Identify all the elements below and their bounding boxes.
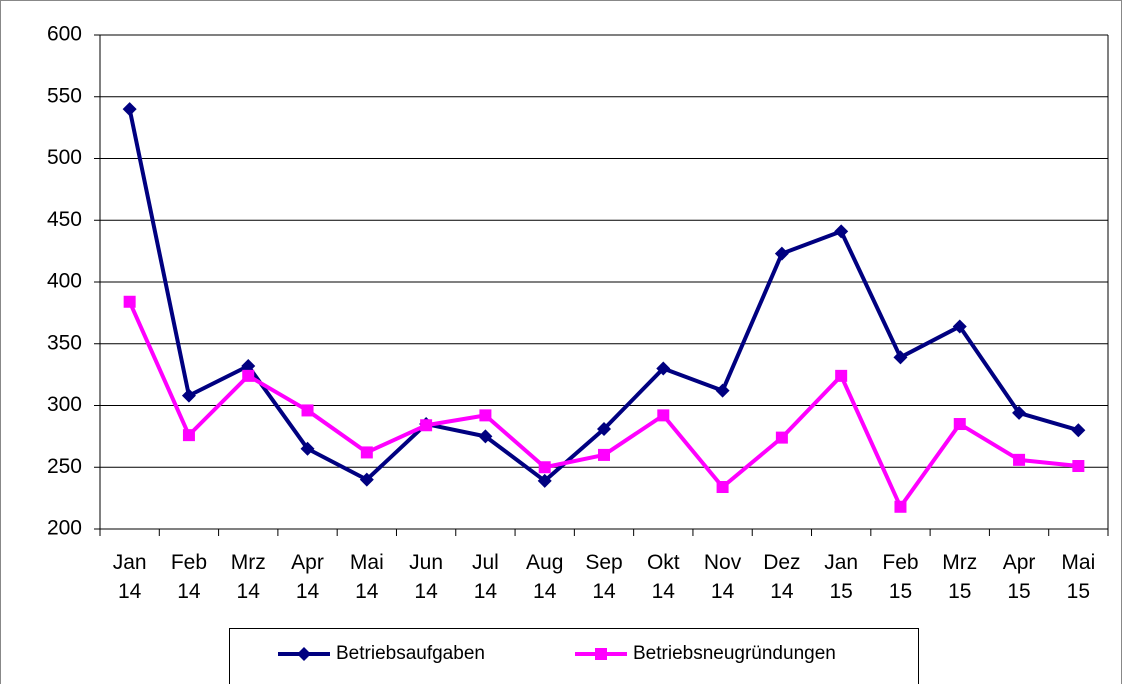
data-point xyxy=(893,350,908,365)
data-point xyxy=(478,429,493,444)
x-tick-label: Nov 14 xyxy=(703,551,742,603)
x-tick-label: Mai 15 xyxy=(1061,551,1096,603)
data-point xyxy=(597,421,611,436)
data-point xyxy=(359,472,374,487)
y-tick-label: 400 xyxy=(47,270,82,293)
x-tick-label: Jan 15 xyxy=(824,551,859,603)
data-point xyxy=(952,319,967,334)
data-point xyxy=(300,441,315,456)
y-tick-label: 350 xyxy=(47,331,82,354)
data-point xyxy=(420,419,433,432)
legend-box xyxy=(229,628,919,684)
data-point xyxy=(122,102,137,117)
data-point xyxy=(123,295,136,308)
x-tick-label: Apr 14 xyxy=(291,551,324,603)
y-tick-label: 600 xyxy=(47,23,82,46)
data-point xyxy=(479,409,492,422)
data-point xyxy=(241,358,256,373)
x-tick-label: Feb 14 xyxy=(170,551,208,603)
x-tick-label: Apr 15 xyxy=(1002,551,1036,603)
x-tick-label: Jan 14 xyxy=(112,551,147,603)
data-point xyxy=(775,431,788,444)
data-point xyxy=(360,446,373,459)
data-point xyxy=(953,418,966,431)
data-point xyxy=(1072,460,1085,473)
legend-marker xyxy=(297,647,311,661)
data-point xyxy=(774,246,789,261)
legend-marker xyxy=(595,648,607,660)
y-tick-label: 200 xyxy=(47,517,82,540)
legend-label: Betriebsneugründungen xyxy=(633,643,836,664)
x-tick-label: Mrz 14 xyxy=(230,551,266,603)
y-tick-label: 550 xyxy=(47,84,82,107)
x-tick-label: Jul 14 xyxy=(471,551,499,603)
x-tick-label: Dez 14 xyxy=(763,551,801,603)
series-line xyxy=(127,300,1079,509)
data-point xyxy=(537,473,552,488)
legend-label: Betriebsaufgaben xyxy=(336,643,485,664)
y-tick-label: 450 xyxy=(47,208,82,231)
data-point xyxy=(835,369,848,382)
x-tick-label: Mrz 15 xyxy=(942,551,978,603)
x-tick-label: Mai 14 xyxy=(349,551,384,603)
x-tick-label: Okt 14 xyxy=(646,551,680,603)
data-point xyxy=(182,429,195,442)
data-point xyxy=(1012,405,1027,420)
data-point xyxy=(242,369,255,382)
x-tick-label: Jun 14 xyxy=(409,551,444,603)
y-tick-label: 250 xyxy=(47,455,82,478)
x-tick-label: Feb 15 xyxy=(882,551,919,603)
x-tick-label: Sep 14 xyxy=(585,551,623,603)
data-point xyxy=(834,224,849,239)
data-point xyxy=(715,383,730,398)
data-point xyxy=(656,361,671,376)
y-tick-label: 300 xyxy=(47,393,82,416)
x-tick-label: Aug 14 xyxy=(526,551,564,603)
data-point xyxy=(894,500,907,513)
data-point xyxy=(181,388,196,403)
data-point xyxy=(1013,453,1026,466)
data-point xyxy=(598,448,610,461)
data-point xyxy=(1071,423,1086,438)
data-point xyxy=(657,409,670,422)
data-point xyxy=(538,461,551,474)
y-tick-label: 500 xyxy=(47,146,82,169)
data-point xyxy=(301,404,314,417)
data-point xyxy=(716,481,729,494)
